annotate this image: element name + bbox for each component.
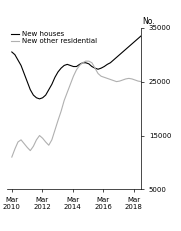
Legend: New houses, New other residential: New houses, New other residential <box>11 31 97 44</box>
Text: No.: No. <box>142 17 155 26</box>
